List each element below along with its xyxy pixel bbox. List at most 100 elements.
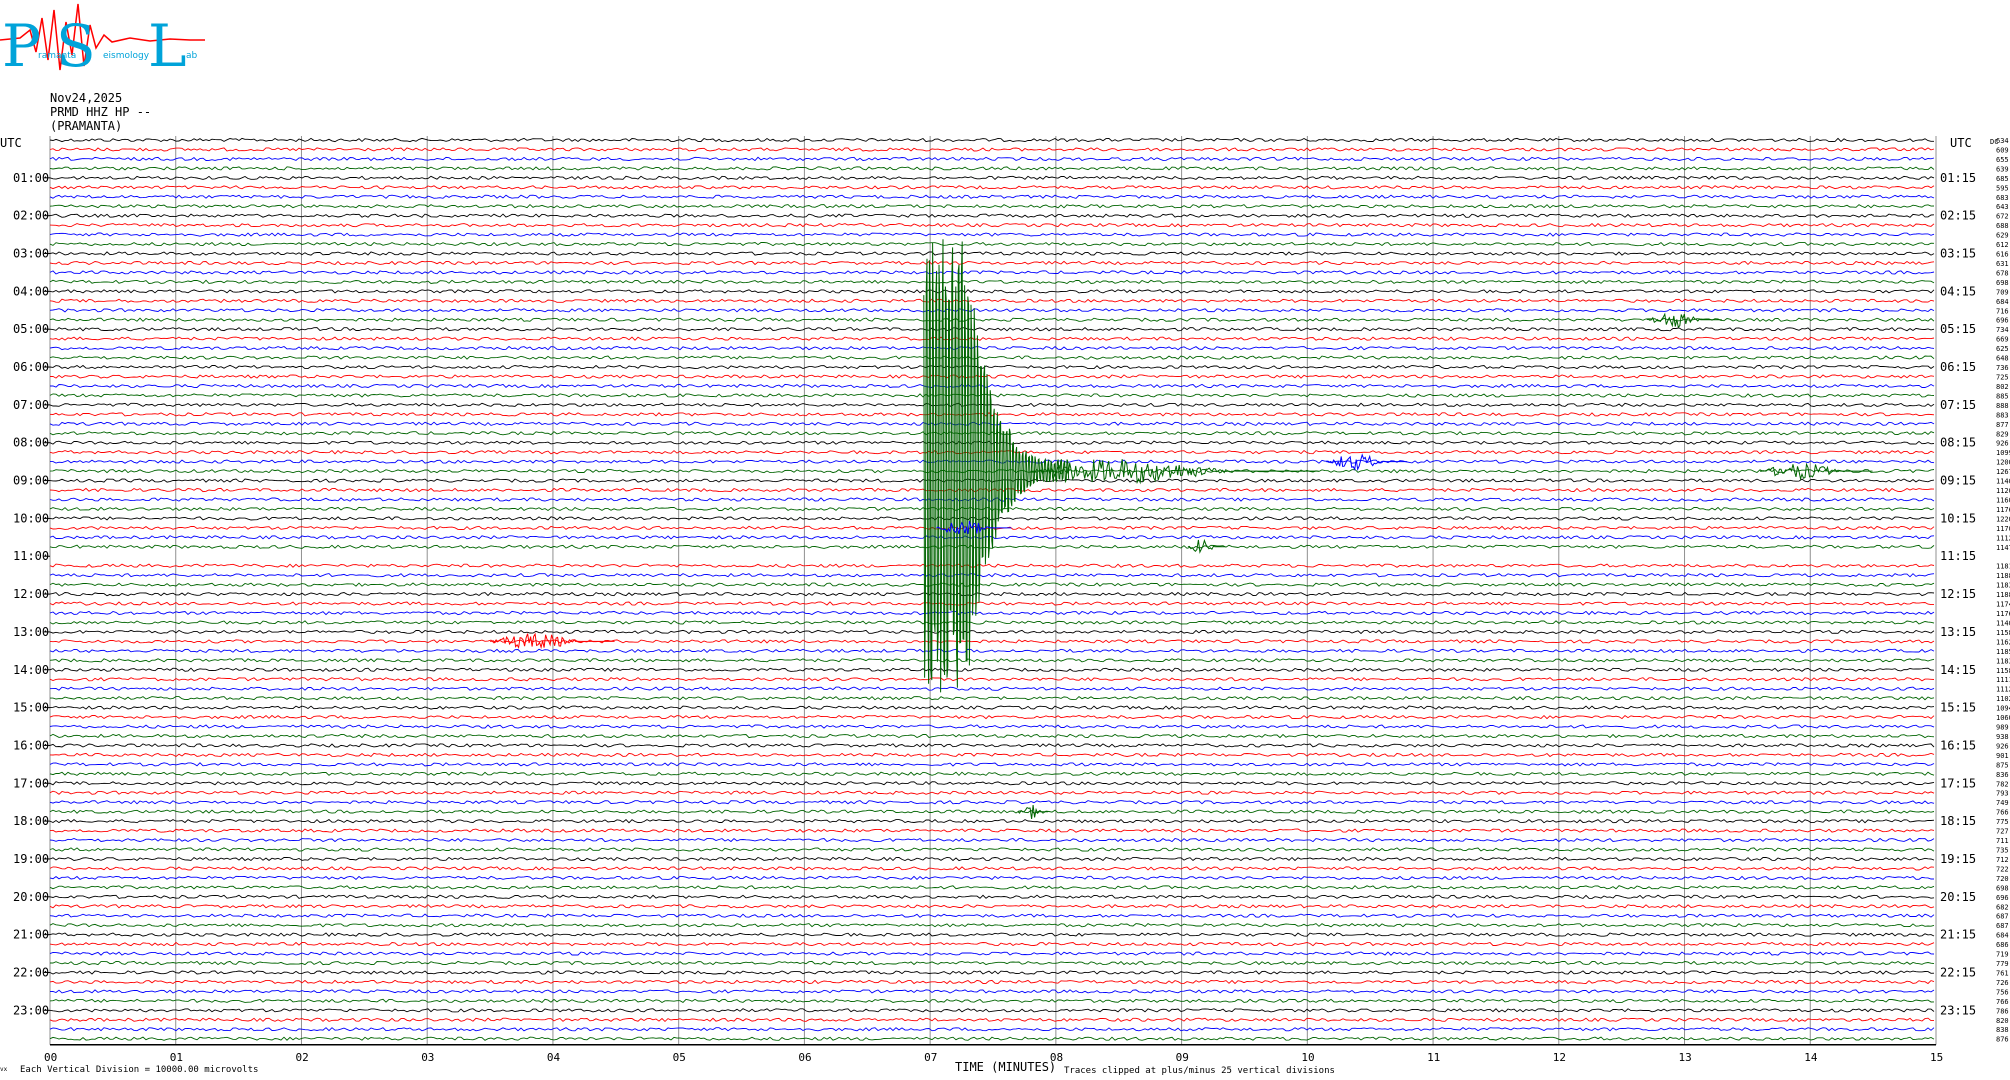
dc-offset-label: 1183	[1996, 657, 2010, 665]
left-time-label: 04:00	[13, 284, 49, 298]
trace-row	[49, 1027, 1935, 1032]
dc-offset-label: 595	[1996, 184, 2009, 192]
trace-row	[49, 175, 1935, 181]
right-time-label: 08:15	[1940, 436, 1976, 450]
trace-row	[49, 355, 1935, 360]
trace-row	[49, 828, 1935, 833]
left-time-label: 11:00	[13, 549, 49, 563]
dc-offset-label: 1170	[1996, 525, 2010, 533]
trace-row	[49, 677, 1935, 682]
trace-row	[49, 241, 1935, 247]
dc-offset-label: 876	[1996, 1036, 2009, 1044]
trace-row	[49, 308, 1935, 313]
trace-row	[49, 289, 1935, 294]
right-time-label: 17:15	[1940, 776, 1976, 790]
division-note: Each Vertical Division = 10000.00 microv…	[20, 1065, 259, 1075]
dc-offset-label: 761	[1996, 969, 2009, 977]
dc-offset-label: 1060	[1996, 714, 2010, 722]
dc-offset-label: 678	[1996, 269, 2009, 277]
trace-row	[49, 185, 1935, 190]
dc-offset-label: 631	[1996, 260, 2009, 268]
station-channel: PRMD HHZ HP --	[50, 105, 152, 119]
dc-offset-label: 726	[1996, 979, 2009, 987]
dc-offset-label: 1185	[1996, 648, 2010, 656]
x-tick-label: 08	[1050, 1051, 1063, 1064]
x-tick-label: 02	[295, 1051, 308, 1064]
dc-offset-label: 1102	[1996, 695, 2010, 703]
dc-offset-label: 609	[1996, 146, 2009, 154]
trace-row	[49, 724, 1935, 729]
dc-offset-label: 719	[1996, 951, 2009, 959]
x-tick-label: 15	[1930, 1051, 1943, 1064]
left-time-label: 21:00	[13, 928, 49, 942]
left-time-label: 12:00	[13, 587, 49, 601]
right-axis-label: UTC	[1950, 136, 1972, 150]
dc-offset-label: 786	[1996, 1007, 2009, 1015]
dc-offset-label: 612	[1996, 241, 2009, 249]
right-time-label: 13:15	[1940, 625, 1976, 639]
dc-offset-label: 749	[1996, 799, 2009, 807]
dc-offset-label: 684	[1996, 932, 2009, 940]
trace-row	[49, 648, 1935, 654]
x-tick-label: 12	[1553, 1051, 1566, 1064]
trace-row	[50, 696, 1935, 701]
corner-mark: vx	[0, 1066, 8, 1073]
trace-row	[49, 800, 1935, 805]
trace-row	[49, 781, 1935, 786]
right-time-label: 18:15	[1940, 814, 1976, 828]
dc-offset-label: 1188	[1996, 572, 2010, 580]
dc-offset-label: 779	[1996, 960, 2009, 968]
left-time-label: 09:00	[13, 474, 49, 488]
left-time-label: 16:00	[13, 738, 49, 752]
dc-offset-label: 634	[1996, 137, 2009, 145]
trace-row	[49, 856, 1935, 862]
dc-offset-label: 722	[1996, 865, 2009, 873]
dc-offset-label: 766	[1996, 809, 2009, 817]
left-time-label: 15:00	[13, 701, 49, 715]
x-tick-label: 03	[421, 1051, 434, 1064]
event-burst	[1030, 459, 1319, 485]
x-tick-label: 06	[798, 1051, 811, 1064]
dc-offset-label: 736	[1996, 364, 2009, 372]
event-burst	[1326, 453, 1408, 472]
trace-row	[49, 1008, 1935, 1013]
trace-row	[49, 156, 1935, 162]
trace-row	[49, 440, 1935, 445]
left-time-label: 17:00	[13, 776, 49, 790]
dc-offset-label: 802	[1996, 383, 2009, 391]
trace-row	[49, 913, 1935, 918]
trace-row	[49, 705, 1935, 710]
trace-row	[49, 213, 1935, 218]
event-burst	[936, 520, 1012, 535]
x-tick-label: 01	[170, 1051, 183, 1064]
dc-offset-label: 687	[1996, 922, 2009, 930]
trace-row	[49, 591, 1935, 597]
dc-offset-label: 782	[1996, 780, 2009, 788]
trace-row	[49, 818, 1935, 824]
trace-row	[49, 298, 1935, 303]
dc-offset-label: 698	[1996, 884, 2009, 892]
trace-row	[49, 572, 1935, 578]
right-time-label: 14:15	[1940, 663, 1976, 677]
trace-row	[49, 714, 1935, 720]
left-time-label: 08:00	[13, 436, 49, 450]
station-header: Nov24,2025 PRMD HHZ HP -- (PRAMANTA)	[50, 91, 151, 133]
right-time-label: 12:15	[1940, 587, 1976, 601]
dc-offset-label: 1176	[1996, 610, 2010, 618]
logo-seismogram-graphic	[0, 3, 205, 71]
right-time-label: 10:15	[1940, 511, 1976, 525]
trace-row	[49, 941, 1935, 947]
trace-row	[49, 923, 1935, 928]
dc-offset-label: 926	[1996, 742, 2009, 750]
dc-offset-label: 735	[1996, 847, 2009, 855]
dc-offset-label: 756	[1996, 988, 2009, 996]
trace-row	[49, 743, 1935, 748]
dc-offset-label: 616	[1996, 251, 2009, 259]
dc-offset-label: 1120	[1996, 487, 2010, 495]
trace-row	[50, 459, 1935, 464]
left-time-label: 01:00	[13, 171, 49, 185]
right-time-label: 19:15	[1940, 852, 1976, 866]
trace-row	[49, 402, 1935, 408]
trace-row	[49, 809, 1935, 814]
